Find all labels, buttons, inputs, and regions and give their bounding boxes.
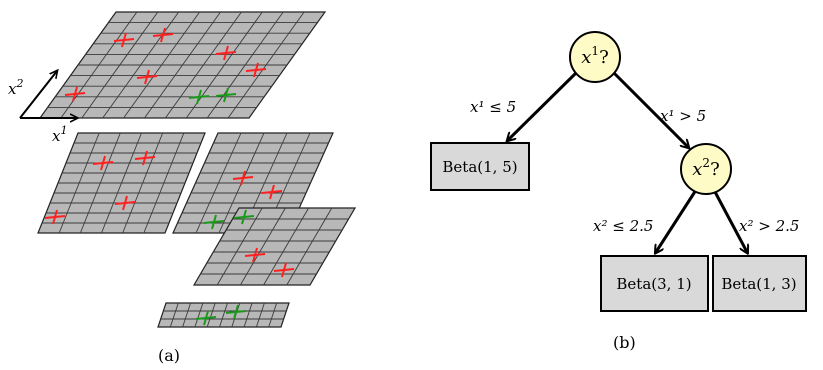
edge-label-right: x¹ > 5	[660, 107, 706, 125]
svg-text:x2?: x2?	[692, 156, 719, 180]
grid-line	[268, 302, 278, 328]
plane-bottom	[157, 302, 290, 328]
grid-line	[194, 302, 204, 328]
edge-root-right	[611, 70, 688, 147]
edge-inner-left	[656, 189, 698, 252]
grid-line	[243, 302, 253, 328]
x2-axis-arrow	[19, 71, 57, 119]
grid-line	[255, 302, 265, 328]
red-mark	[114, 195, 136, 211]
edge-label-left: x¹ ≤ 5	[470, 98, 516, 116]
red-mark	[136, 69, 158, 85]
green-mark	[188, 89, 210, 105]
svg-text:x1?: x1?	[581, 44, 608, 68]
svg-text:Beta(1, 3): Beta(1, 3)	[721, 275, 796, 293]
plane-left	[37, 132, 206, 234]
grid-line	[206, 302, 216, 328]
red-mark	[232, 170, 254, 186]
grid-line	[169, 302, 179, 328]
plane-right-lower	[192, 207, 357, 286]
green-mark	[233, 209, 255, 225]
leaf-inner-right: Beta(1, 3)	[712, 255, 807, 312]
panel-a: x2 x1 (a)	[8, 11, 357, 365]
grid-line	[263, 207, 309, 286]
caption-b: (b)	[613, 333, 636, 352]
axes: x2 x1	[8, 71, 77, 145]
leaf-inner-left: Beta(3, 1)	[600, 255, 709, 312]
red-mark	[134, 150, 156, 166]
red-mark	[244, 247, 266, 263]
edge-label-inner-left: x² ≤ 2.5	[593, 217, 653, 235]
grid-line	[216, 207, 263, 286]
plane-right-lower-surface	[192, 207, 357, 286]
green-mark	[203, 214, 225, 230]
grid-line	[286, 207, 333, 286]
plane-full	[38, 11, 327, 119]
edge-inner-right	[712, 189, 747, 252]
red-mark	[245, 62, 267, 78]
red-mark	[261, 184, 283, 200]
green-mark	[215, 87, 237, 103]
edge-root-left	[508, 70, 579, 140]
panel-b: x¹ ≤ 5 x¹ > 5 x² ≤ 2.5 x² > 2.5 x1? x2? …	[430, 31, 807, 352]
edge-label-inner-right: x² > 2.5	[739, 217, 799, 235]
grid-line	[240, 207, 286, 286]
red-mark	[273, 262, 295, 278]
svg-text:Beta(1, 5): Beta(1, 5)	[442, 158, 517, 176]
x1-axis-label: x1	[52, 124, 67, 145]
grid-line	[182, 302, 192, 328]
green-mark	[195, 310, 217, 326]
red-mark	[92, 155, 114, 171]
red-mark	[215, 45, 237, 61]
red-mark	[152, 27, 174, 43]
leaf-left: Beta(1, 5)	[430, 142, 530, 191]
grid-line	[219, 302, 228, 328]
root-node: x1?	[569, 31, 621, 83]
inner-node: x2?	[680, 143, 732, 195]
green-mark	[225, 304, 247, 320]
x2-axis-label: x2	[8, 77, 23, 98]
red-mark	[113, 32, 135, 48]
red-mark	[44, 209, 66, 225]
caption-a: (a)	[158, 346, 180, 365]
red-mark	[64, 86, 86, 102]
svg-text:Beta(3, 1): Beta(3, 1)	[616, 275, 691, 293]
